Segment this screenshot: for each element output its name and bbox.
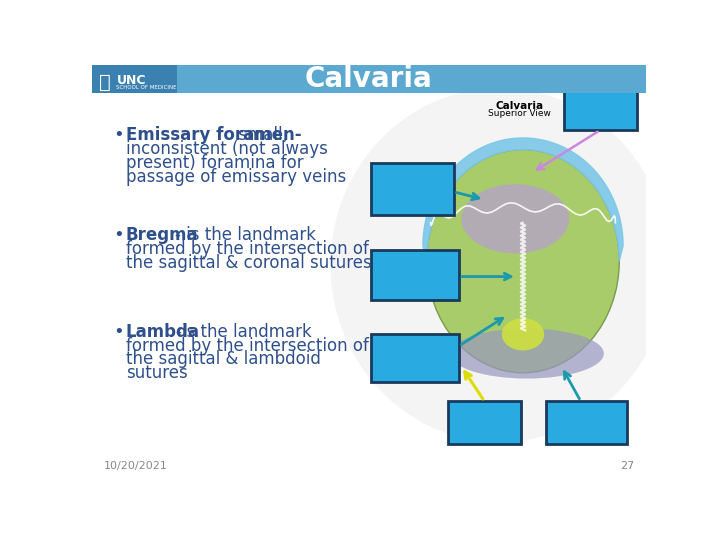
Text: UNC: UNC [117,75,146,87]
Bar [371,163,454,215]
Bar [92,65,647,93]
Text: formed by the intersection of: formed by the intersection of [126,336,369,355]
Text: the sagittal & coronal sutures: the sagittal & coronal sutures [126,254,372,272]
Text: •: • [113,323,124,341]
Bar [92,65,176,93]
Text: present) foramina for: present) foramina for [126,154,303,172]
Text: Calvaria: Calvaria [495,100,543,111]
Text: the sagittal & lambdoid: the sagittal & lambdoid [126,350,320,368]
Polygon shape [423,138,623,261]
Text: sutures: sutures [126,364,187,382]
Ellipse shape [330,88,670,442]
Ellipse shape [462,184,570,253]
Text: 27: 27 [621,461,634,471]
Text: 10/20/2021: 10/20/2021 [104,461,167,471]
Text: - is the landmark: - is the landmark [175,226,316,245]
Text: Calvaria: Calvaria [305,65,433,93]
Text: Lambda: Lambda [126,323,199,341]
Text: Superior View: Superior View [487,109,551,118]
Bar [564,90,637,130]
Bar [371,334,459,382]
Text: formed by the intersection of: formed by the intersection of [126,240,369,258]
Text: SCHOOL OF MEDICINE: SCHOOL OF MEDICINE [117,85,177,90]
Bar [448,401,521,444]
Text: Emissary foramen-: Emissary foramen- [126,126,301,144]
Ellipse shape [450,328,604,379]
Ellipse shape [427,150,619,373]
Bar [371,249,459,300]
Bar [546,401,627,444]
Text: inconsistent (not always: inconsistent (not always [126,140,328,158]
Text: small,: small, [233,126,288,144]
Text: •: • [113,126,124,144]
Ellipse shape [502,318,544,350]
Text: Bregma: Bregma [126,226,198,245]
Text: passage of emissary veins: passage of emissary veins [126,168,346,186]
Text: -is the landmark: -is the landmark [176,323,312,341]
Text: •: • [113,226,124,245]
Text: 🏛: 🏛 [99,73,112,92]
